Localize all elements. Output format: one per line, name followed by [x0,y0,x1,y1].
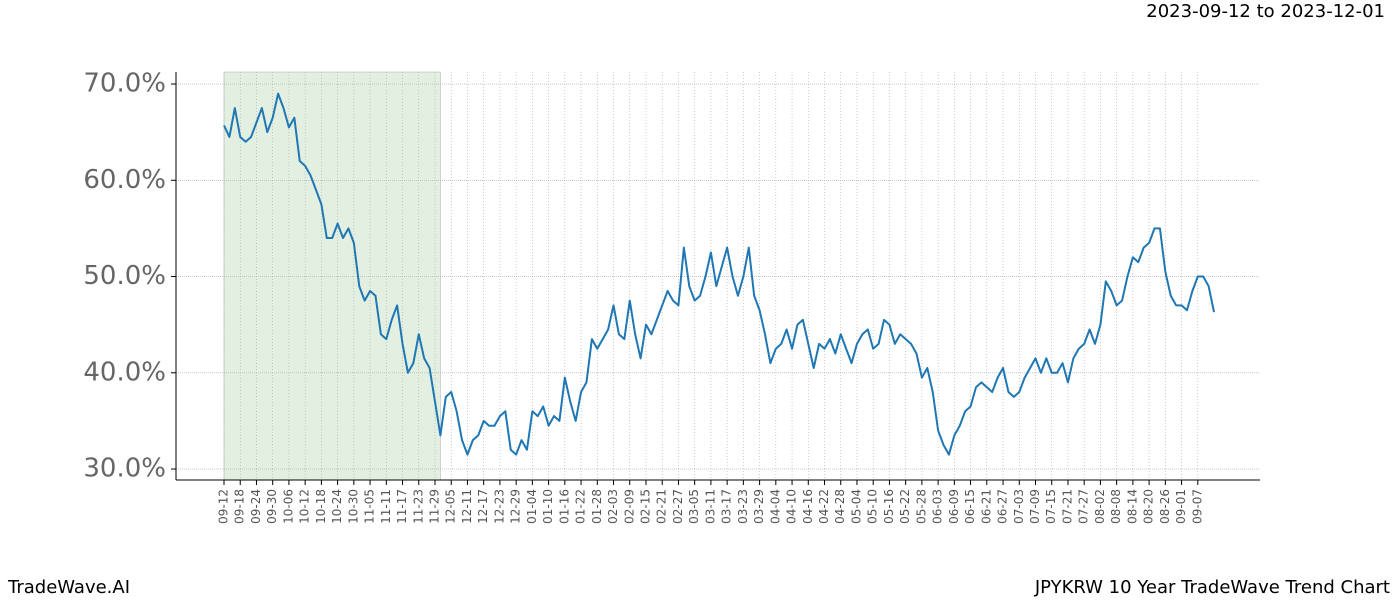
x-tick-label: 09-01 [1174,489,1188,524]
x-tick-label: 07-21 [1060,489,1074,524]
y-tick-label: 70.0% [83,69,166,99]
x-tick-label: 12-23 [492,489,506,524]
x-tick-label: 04-16 [801,489,815,524]
x-tick-label: 01-22 [574,489,588,524]
footer-left: TradeWave.AI [7,577,130,598]
x-tick-label: 02-09 [622,489,636,524]
x-tick-label: 05-22 [898,489,912,524]
y-tick-label: 50.0% [83,261,166,291]
chart-title: 2023-09-12 to 2023-12-01 [1146,1,1385,22]
x-tick-label: 12-05 [444,489,458,524]
x-tick-label: 11-29 [427,489,441,524]
x-tick-label: 11-11 [379,489,393,524]
x-tick-label: 03-17 [720,489,734,524]
x-tick-label: 04-10 [785,489,799,524]
x-tick-label: 12-11 [460,489,474,524]
y-tick-label: 40.0% [83,357,166,387]
x-tick-label: 07-27 [1077,489,1091,524]
x-tick-label: 11-05 [363,489,377,524]
x-tick-label: 04-28 [833,489,847,524]
x-tick-label: 09-30 [265,489,279,524]
x-tick-label: 03-29 [752,489,766,524]
x-tick-label: 01-10 [541,489,555,524]
footer-right: JPYKRW 10 Year TradeWave Trend Chart [1034,577,1390,598]
trend-line [223,92,1216,456]
x-tick-label: 04-22 [817,489,831,524]
x-tick-label: 08-08 [1109,489,1123,524]
x-tick-label: 10-18 [314,489,328,524]
y-tick-label: 60.0% [83,165,166,195]
x-tick-label: 06-27 [996,489,1010,524]
x-tick-label: 11-23 [411,489,425,524]
x-tick-label: 02-27 [671,489,685,524]
x-tick-label: 05-28 [914,489,928,524]
x-tick-label: 12-17 [476,489,490,524]
x-tick-label: 07-15 [1044,489,1058,524]
x-tick-label: 08-02 [1093,489,1107,524]
x-tick-label: 08-14 [1125,489,1139,524]
x-tick-label: 02-15 [638,489,652,524]
x-tick-label: 04-04 [768,489,782,524]
x-tick-label: 01-04 [525,489,539,524]
x-tick-label: 03-23 [736,489,750,524]
x-tick-label: 10-30 [346,489,360,524]
x-tick-label: 12-29 [509,489,523,524]
x-tick-label: 10-24 [330,489,344,524]
x-tick-label: 06-03 [931,489,945,524]
x-tick-label: 03-11 [703,489,717,524]
x-tick-label: 01-16 [557,489,571,524]
x-tick-label: 01-28 [590,489,604,524]
x-tick-label: 08-20 [1142,489,1156,524]
x-tick-label: 11-17 [395,489,409,524]
x-tick-label: 09-24 [249,489,263,524]
x-tick-label: 05-10 [866,489,880,524]
y-tick-label: 30.0% [83,454,166,484]
x-tick-label: 02-03 [606,489,620,524]
x-tick-label: 02-21 [655,489,669,524]
x-tick-label: 06-15 [963,489,977,524]
x-tick-label: 05-16 [882,489,896,524]
x-tick-label: 07-03 [1012,489,1026,524]
x-tick-label: 06-21 [979,489,993,524]
x-tick-label: 06-09 [947,489,961,524]
x-tick-label: 05-04 [849,489,863,524]
x-tick-label: 10-06 [281,489,295,524]
x-tick-label: 07-09 [1028,489,1042,524]
x-tick-label: 09-12 [217,489,231,524]
x-tick-label: 08-26 [1158,489,1172,524]
x-tick-label: 09-07 [1190,489,1204,524]
x-tick-label: 10-12 [298,489,312,524]
x-tick-label: 03-05 [687,489,701,524]
highlight-region [223,71,441,481]
x-tick-label: 09-18 [233,489,247,524]
